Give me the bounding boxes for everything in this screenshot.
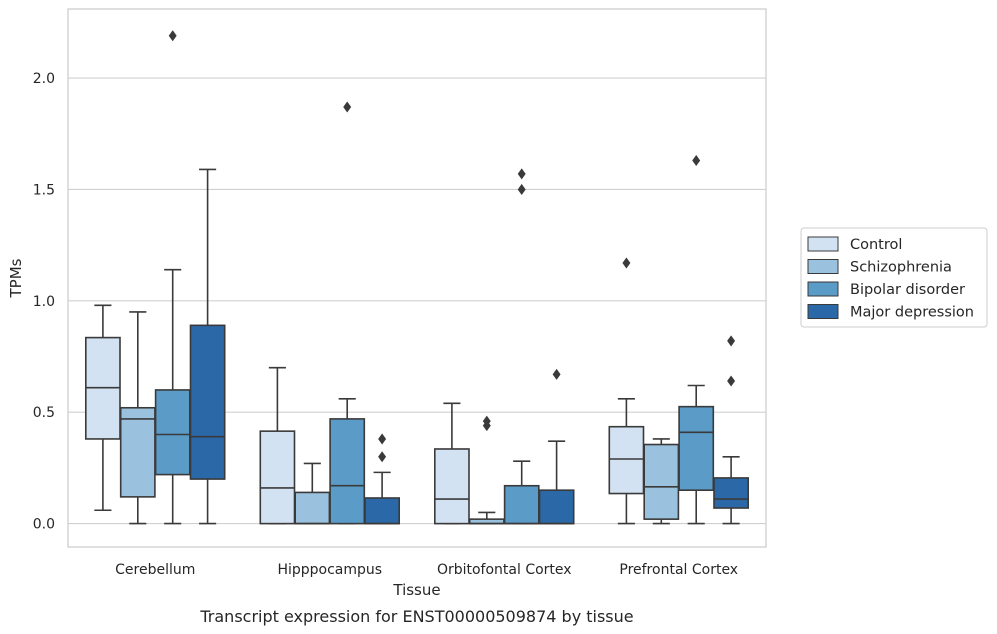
box-body xyxy=(433,448,470,525)
box-1-1 xyxy=(294,462,331,525)
outlier-point xyxy=(517,183,526,195)
outlier-point xyxy=(168,30,177,42)
box-2-3 xyxy=(538,368,575,525)
box-body xyxy=(608,425,645,495)
box-body xyxy=(643,443,680,520)
legend-frame xyxy=(800,227,988,328)
legend-item: Control xyxy=(807,236,902,253)
legend-label: Bipolar disorder xyxy=(850,282,965,298)
box-0-0 xyxy=(84,304,121,512)
y-tick-label: 0.0 xyxy=(33,517,55,533)
box-1-3 xyxy=(364,433,401,525)
box-body xyxy=(119,406,156,498)
outlier-point xyxy=(378,451,387,463)
box-body xyxy=(678,405,715,491)
box-body xyxy=(503,484,540,525)
box-body xyxy=(294,491,331,525)
legend-swatch xyxy=(807,281,839,297)
box-0-2 xyxy=(154,30,191,525)
box-body xyxy=(154,389,191,476)
y-tick-label: 0.5 xyxy=(33,405,55,421)
box-body xyxy=(713,477,750,509)
x-tick-label: Hipppocampus xyxy=(277,562,382,578)
x-tick-label: Prefrontal Cortex xyxy=(619,562,738,578)
y-tick-label: 1.5 xyxy=(33,182,55,198)
y-axis-ticks: 0.0 0.5 1.0 1.5 2.0 xyxy=(33,71,55,533)
box-body xyxy=(538,489,575,525)
legend-label: Major depression xyxy=(850,305,974,321)
box-body xyxy=(189,324,226,480)
legend: Control Schizophrenia Bipolar disorder Majo… xyxy=(800,227,988,328)
outlier-point xyxy=(378,433,387,445)
x-tick-label: Cerebellum xyxy=(115,562,195,578)
box-body xyxy=(259,430,296,525)
box-1-2 xyxy=(329,101,366,525)
box-body xyxy=(364,497,401,525)
box-body xyxy=(329,418,366,525)
box-0-1 xyxy=(119,311,156,525)
chart-caption: Transcript expression for ENST0000050987… xyxy=(199,607,633,626)
y-tick-label: 1.0 xyxy=(33,294,55,310)
legend-swatch xyxy=(807,259,839,274)
box-3-3 xyxy=(713,335,750,525)
outlier-point xyxy=(727,335,736,347)
legend-item: Bipolar disorder xyxy=(807,281,965,298)
box-2-0 xyxy=(433,402,470,525)
box-3-2 xyxy=(678,154,715,525)
legend-label: Schizophrenia xyxy=(850,260,952,276)
box-3-1 xyxy=(643,438,680,525)
x-axis-label: Tissue xyxy=(392,581,440,599)
boxes xyxy=(84,30,750,525)
box-3-0 xyxy=(608,257,645,525)
outlier-point xyxy=(727,375,736,387)
legend-swatch xyxy=(807,236,839,252)
box-1-0 xyxy=(259,366,296,525)
legend-swatch xyxy=(807,304,839,319)
outlier-point xyxy=(692,154,701,166)
legend-label: Control xyxy=(850,237,902,253)
legend-item: Schizophrenia xyxy=(807,259,952,276)
x-tick-label: Orbitofontal Cortex xyxy=(437,562,572,578)
outlier-point xyxy=(343,101,352,113)
y-axis-label: TPMs xyxy=(7,258,25,298)
outlier-point xyxy=(622,257,631,269)
x-axis-ticks: Cerebellum Hipppocampus Orbitofontal Corte… xyxy=(115,562,738,578)
y-tick-label: 2.0 xyxy=(33,71,55,87)
legend-item: Major depression xyxy=(807,304,974,321)
outlier-point xyxy=(552,368,561,380)
outlier-point xyxy=(517,168,526,180)
outlier-point xyxy=(482,415,491,427)
box-0-3 xyxy=(189,168,226,525)
